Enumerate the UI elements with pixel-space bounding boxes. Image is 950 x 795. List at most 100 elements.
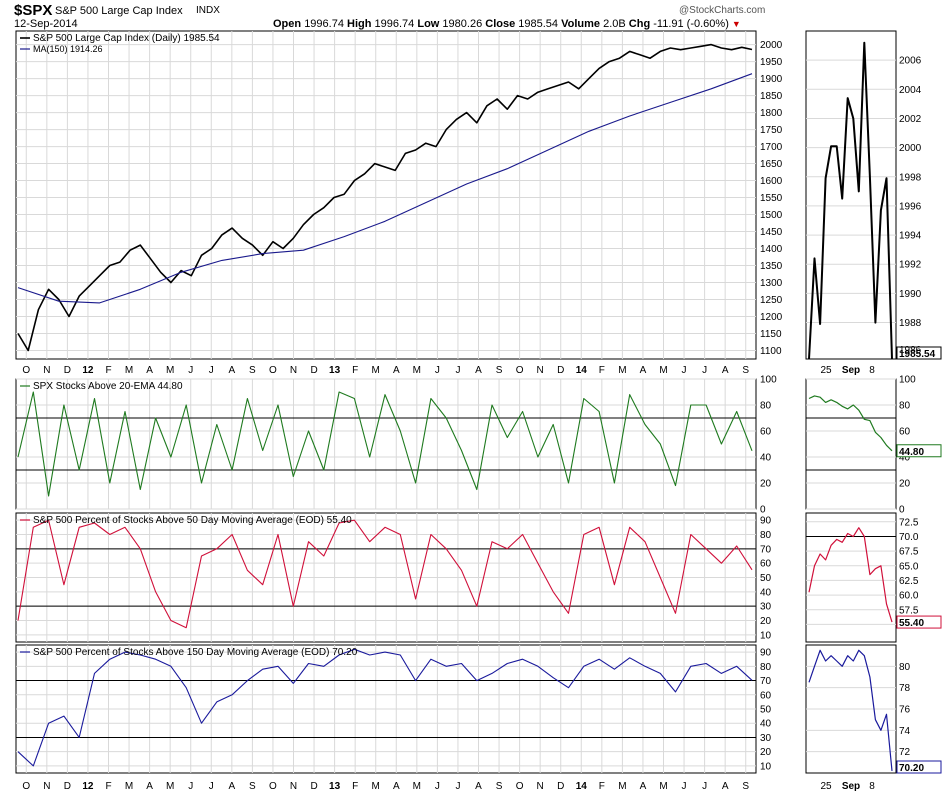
zoom-y-tick-label: 62.5 xyxy=(899,576,919,587)
x-tick-label: D xyxy=(557,365,564,376)
zoom-y-tick-label: 76 xyxy=(899,705,911,716)
high-value: 1996.74 xyxy=(374,18,415,30)
zoom-y-tick-label: 2006 xyxy=(899,56,922,67)
last-value-box xyxy=(896,346,942,360)
y-tick-label: 50 xyxy=(760,573,772,584)
zoom-series-line xyxy=(808,41,893,360)
zoom-y-tick-label: 1992 xyxy=(899,260,922,271)
x-tick-label: A xyxy=(722,365,729,376)
series-line xyxy=(17,43,753,352)
x-tick-label: O xyxy=(269,781,277,792)
series-line xyxy=(17,648,753,767)
zoom-x-tick-label: 8 xyxy=(869,365,875,376)
x-tick-label: J xyxy=(209,781,214,792)
x-tick-label: J xyxy=(702,365,707,376)
series-line xyxy=(17,519,753,629)
x-tick-label: D xyxy=(64,781,71,792)
y-tick-label: 2000 xyxy=(760,40,783,51)
zoom-y-tick-label: 100 xyxy=(899,375,916,386)
x-tick-label: S xyxy=(742,781,749,792)
zoom-series-line xyxy=(808,395,893,452)
y-tick-label: 90 xyxy=(760,516,772,527)
panel-title: S&P 500 Percent of Stocks Above 150 Day … xyxy=(33,647,358,658)
y-tick-label: 40 xyxy=(760,453,772,464)
zoom-y-tick-label: 1990 xyxy=(899,289,922,300)
zoom-y-tick-label: 2002 xyxy=(899,114,922,125)
y-tick-label: 1950 xyxy=(760,57,783,68)
y-tick-label: 1450 xyxy=(760,227,783,238)
y-tick-label: 1300 xyxy=(760,278,783,289)
zoom-y-tick-label: 1986 xyxy=(899,345,922,356)
y-tick-label: 30 xyxy=(760,733,772,744)
x-tick-label: N xyxy=(537,781,544,792)
x-tick-label: 14 xyxy=(576,365,588,376)
x-tick-label: F xyxy=(105,781,111,792)
x-tick-label: F xyxy=(105,365,111,376)
y-tick-label: 60 xyxy=(760,427,772,438)
panel-frame xyxy=(15,378,757,510)
x-tick-label: M xyxy=(659,365,667,376)
symbol: $SPX xyxy=(14,2,53,19)
zoom-y-tick-label: 1996 xyxy=(899,201,922,212)
volume-value: 2.0B xyxy=(603,18,626,30)
x-tick-label: D xyxy=(310,781,317,792)
index-name: S&P 500 Large Cap Index xyxy=(55,5,183,17)
y-tick-label: 60 xyxy=(760,690,772,701)
zoom-panel-frame xyxy=(805,378,897,510)
y-tick-label: 70 xyxy=(760,544,772,555)
zoom-y-tick-label: 65.0 xyxy=(899,561,919,572)
zoom-y-tick-label: 20 xyxy=(899,479,911,490)
y-tick-label: 1200 xyxy=(760,312,783,323)
x-tick-label: O xyxy=(269,365,277,376)
x-tick-label: M xyxy=(372,365,380,376)
x-tick-label: 13 xyxy=(329,781,341,792)
series-line xyxy=(17,73,753,304)
chg-value: -11.91 (-0.60%) xyxy=(653,18,729,30)
x-tick-label: M xyxy=(166,781,174,792)
panel-title: S&P 500 Percent of Stocks Above 50 Day M… xyxy=(33,515,352,526)
x-tick-label: M xyxy=(618,781,626,792)
zoom-y-tick-label: 2000 xyxy=(899,143,922,154)
x-tick-label: J xyxy=(209,365,214,376)
zoom-y-tick-label: 57.5 xyxy=(899,605,919,616)
y-tick-label: 70 xyxy=(760,676,772,687)
zoom-series-line xyxy=(808,527,893,623)
zoom-y-tick-label: 2004 xyxy=(899,85,922,96)
x-tick-label: M xyxy=(618,365,626,376)
x-tick-label: F xyxy=(599,781,605,792)
panel-title: SPX Stocks Above 20-EMA 44.80 xyxy=(33,381,183,392)
watermark: @StockCharts.com xyxy=(679,5,766,16)
y-tick-label: 10 xyxy=(760,630,772,641)
zoom-y-tick-label: 80 xyxy=(899,401,911,412)
x-tick-label: A xyxy=(146,781,153,792)
x-tick-label: M xyxy=(166,365,174,376)
y-tick-label: 0 xyxy=(760,505,766,516)
x-tick-label: A xyxy=(146,365,153,376)
y-tick-label: 1800 xyxy=(760,108,783,119)
x-tick-label: O xyxy=(516,365,524,376)
x-tick-label: S xyxy=(496,365,503,376)
x-tick-label: J xyxy=(188,365,193,376)
x-tick-label: J xyxy=(455,365,460,376)
y-tick-label: 80 xyxy=(760,662,772,673)
x-tick-label: D xyxy=(557,781,564,792)
close-label: Close xyxy=(485,18,516,30)
y-tick-label: 1400 xyxy=(760,244,783,255)
zoom-y-tick-label: 70.0 xyxy=(899,532,919,543)
exchange: INDX xyxy=(196,5,220,16)
x-tick-label: S xyxy=(249,781,256,792)
x-tick-label: D xyxy=(64,365,71,376)
y-tick-label: 1150 xyxy=(760,329,782,340)
x-tick-label: D xyxy=(310,365,317,376)
y-tick-label: 1900 xyxy=(760,74,783,85)
x-tick-label: J xyxy=(455,781,460,792)
y-tick-label: 20 xyxy=(760,479,772,490)
x-tick-label: A xyxy=(393,781,400,792)
zoom-y-tick-label: 60 xyxy=(899,427,911,438)
volume-label: Volume xyxy=(561,18,601,30)
x-tick-label: 14 xyxy=(576,781,588,792)
x-tick-label: 13 xyxy=(329,365,341,376)
open-label: Open xyxy=(273,18,302,30)
x-tick-label: 12 xyxy=(82,365,94,376)
